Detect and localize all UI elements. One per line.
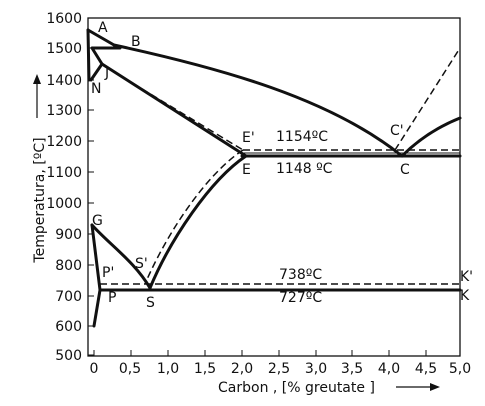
x-axis-title: Carbon , [% greutate ]	[218, 380, 375, 396]
x-tick-label: 0,5	[119, 361, 141, 377]
point-label-b: B	[131, 34, 141, 50]
point-label-s: S	[146, 295, 155, 311]
stable-acm-line	[144, 149, 244, 285]
acm-es-line	[148, 154, 248, 290]
y-axis-title: Temperatura, [ºC]	[32, 137, 48, 263]
point-label-e: E	[242, 162, 251, 178]
y-tick-label: 1000	[46, 196, 82, 212]
stable-liquidus-c-line	[394, 47, 461, 151]
x-tick-label: 4,0	[378, 361, 400, 377]
x-tick-label: 3,5	[341, 361, 363, 377]
alpha-pq-line	[92, 288, 102, 328]
x-axis-arrow-head	[430, 383, 440, 391]
point-label-p-prime: P'	[102, 265, 114, 281]
x-tick-label: 0	[90, 361, 99, 377]
y-tick-labels: 500 600 700 800 900 1000 1100 1200 1300 …	[46, 11, 82, 364]
point-label-c: C	[400, 162, 410, 178]
point-label-c-prime: C'	[390, 123, 404, 139]
liquidus-cd-line	[400, 116, 462, 158]
y-tick-label: 700	[55, 289, 82, 305]
a3-gs-line	[90, 223, 152, 290]
point-label-g: G	[92, 213, 103, 229]
y-tick-label: 1600	[46, 11, 82, 27]
alpha-gp-line	[90, 223, 102, 292]
temp-label-727: 727ºC	[279, 290, 322, 306]
tick-marks	[88, 17, 427, 356]
point-label-k: K	[460, 288, 470, 304]
x-tick-labels: 0 0,5 1,0 1,5 2,0 2,5 3,0 3,5 4,0 4,5 5,…	[90, 361, 472, 377]
y-tick-label: 800	[55, 258, 82, 274]
stable-solidus-line	[103, 65, 244, 151]
point-label-s-prime: S'	[135, 256, 148, 272]
x-tick-label: 2,0	[231, 361, 253, 377]
point-label-k-prime: K'	[460, 269, 473, 285]
point-label-j: J	[104, 65, 109, 81]
dashed-phase-lines	[100, 47, 461, 285]
point-label-e-prime: E'	[242, 130, 255, 146]
point-label-a: A	[98, 20, 108, 36]
y-tick-label: 900	[55, 227, 82, 243]
plot-frame	[87, 17, 461, 357]
solid-phase-lines	[86, 28, 462, 328]
y-tick-label: 1500	[46, 41, 82, 57]
liquidus-ab-line	[86, 28, 116, 47]
y-axis-arrow-head	[33, 74, 41, 84]
y-tick-label: 1300	[46, 103, 82, 119]
x-tick-label: 5,0	[449, 361, 471, 377]
point-labels: A B J N E' E C' C G S' S P' P K' K	[91, 20, 473, 311]
delta-an-line	[86, 28, 91, 82]
y-tick-label: 1400	[46, 73, 82, 89]
temp-label-1154: 1154ºC	[276, 129, 328, 145]
y-tick-label: 600	[55, 319, 82, 335]
x-tick-label: 2,5	[268, 361, 290, 377]
x-tick-label: 3,0	[305, 361, 327, 377]
temp-label-738: 738ºC	[279, 267, 322, 283]
y-tick-label: 500	[55, 348, 82, 364]
x-tick-label: 1,5	[194, 361, 216, 377]
x-tick-label: 4,5	[415, 361, 437, 377]
y-tick-label: 1100	[46, 165, 82, 181]
delta-solvus-line	[89, 46, 104, 82]
temperature-labels: 1154ºC 1148 ºC 738ºC 727ºC	[276, 129, 333, 306]
y-tick-label: 1200	[46, 134, 82, 150]
point-label-n: N	[91, 81, 101, 97]
point-label-p: P	[108, 290, 116, 306]
x-tick-label: 1,0	[157, 361, 179, 377]
liquidus-bc-line	[112, 43, 404, 158]
temp-label-1148: 1148 ºC	[276, 161, 333, 177]
